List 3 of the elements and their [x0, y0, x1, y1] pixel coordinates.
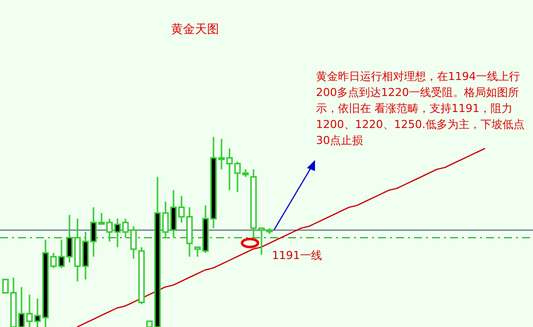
annotation: 1191一线 [272, 249, 322, 262]
chart-title: 黄金天图 [171, 22, 219, 36]
annotation: 黄金昨日运行相对理想，在1194一线上行200多点到达1220一线受阻。格局如图所示，依旧在 看涨范畴，支持1191，阻力1200、1220、1250.低多为主，下坡低点30点止损 [316, 70, 524, 147]
